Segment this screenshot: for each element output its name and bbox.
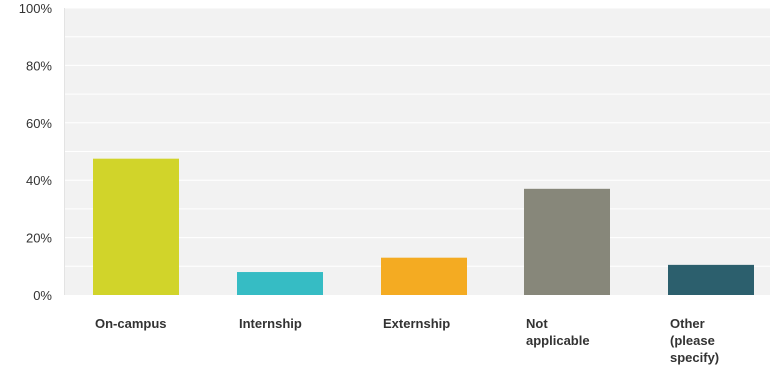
x-category-label: On-campus <box>95 316 167 331</box>
y-tick-label: 60% <box>26 116 52 131</box>
y-tick-label: 40% <box>26 173 52 188</box>
bar-externship <box>381 257 467 295</box>
y-tick-label: 0% <box>33 288 52 303</box>
bar-internship <box>237 272 323 295</box>
y-tick-label: 20% <box>26 231 52 246</box>
bar-other-please-specify <box>668 264 754 295</box>
x-category-label: Internship <box>239 316 302 331</box>
x-category-label-line: Not <box>526 316 548 331</box>
x-category-label-line: specify) <box>670 350 719 365</box>
x-category-label: Other (please specify) <box>670 316 719 365</box>
bar-not-applicable <box>524 188 610 295</box>
x-category-label-line: Externship <box>383 316 450 331</box>
x-category-label: Not applicable <box>526 316 590 348</box>
x-category-label-line: Internship <box>239 316 302 331</box>
x-category-label: Externship <box>383 316 450 331</box>
bar-on-campus <box>93 158 179 295</box>
y-tick-label: 80% <box>26 58 52 73</box>
x-category-label-line: On-campus <box>95 316 167 331</box>
x-category-label-line: (please <box>670 333 715 348</box>
x-category-label-line: applicable <box>526 333 590 348</box>
x-category-label-line: Other <box>670 316 705 331</box>
y-tick-label: 100% <box>19 1 53 16</box>
